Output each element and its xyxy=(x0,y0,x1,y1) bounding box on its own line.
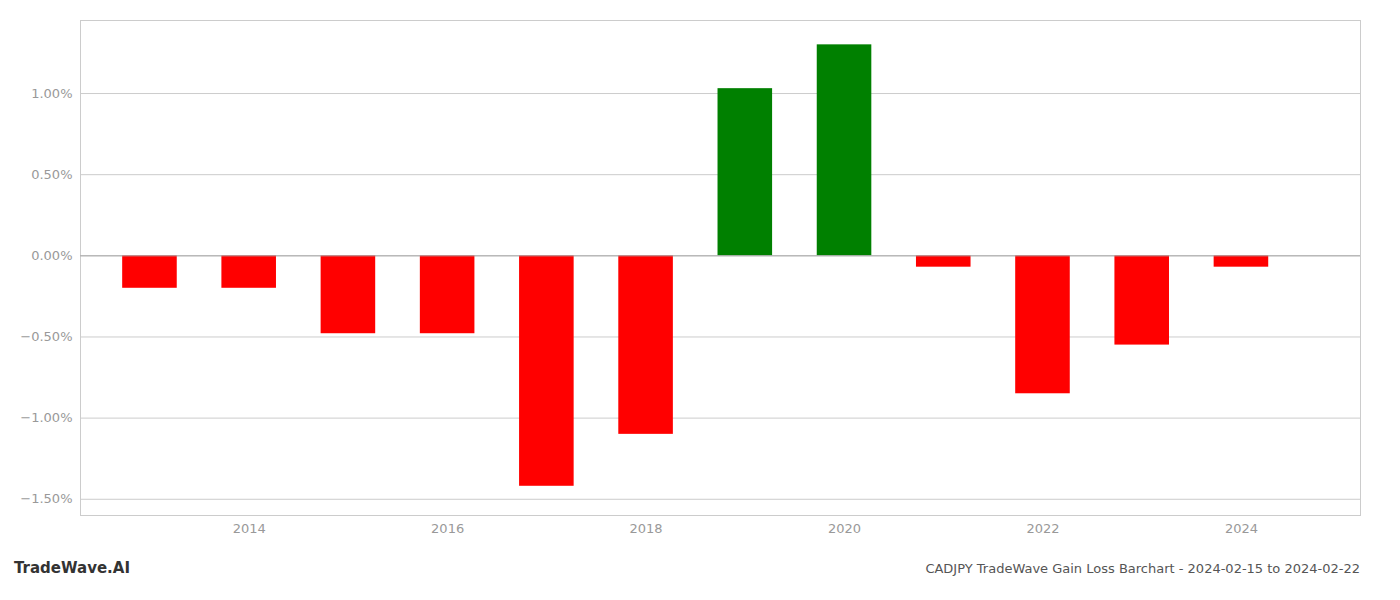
svg-text:2022: 2022 xyxy=(1026,521,1059,536)
svg-text:0.00%: 0.00% xyxy=(31,248,72,263)
svg-text:2016: 2016 xyxy=(431,521,464,536)
svg-text:−1.50%: −1.50% xyxy=(20,491,72,506)
svg-text:1.00%: 1.00% xyxy=(31,86,72,101)
svg-text:0.50%: 0.50% xyxy=(31,167,72,182)
svg-text:−0.50%: −0.50% xyxy=(20,329,72,344)
svg-text:−1.00%: −1.00% xyxy=(20,410,72,425)
html-text:CADJPY TradeWave Gain Loss Bar: CADJPY TradeWave Gain Loss Barchart - 20… xyxy=(925,561,1360,576)
svg-text:2020: 2020 xyxy=(828,521,861,536)
svg-text:2014: 2014 xyxy=(233,521,266,536)
html-text:TradeWave.AI: TradeWave.AI xyxy=(14,559,130,577)
svg-text:2024: 2024 xyxy=(1225,521,1258,536)
svg-text:2018: 2018 xyxy=(630,521,663,536)
